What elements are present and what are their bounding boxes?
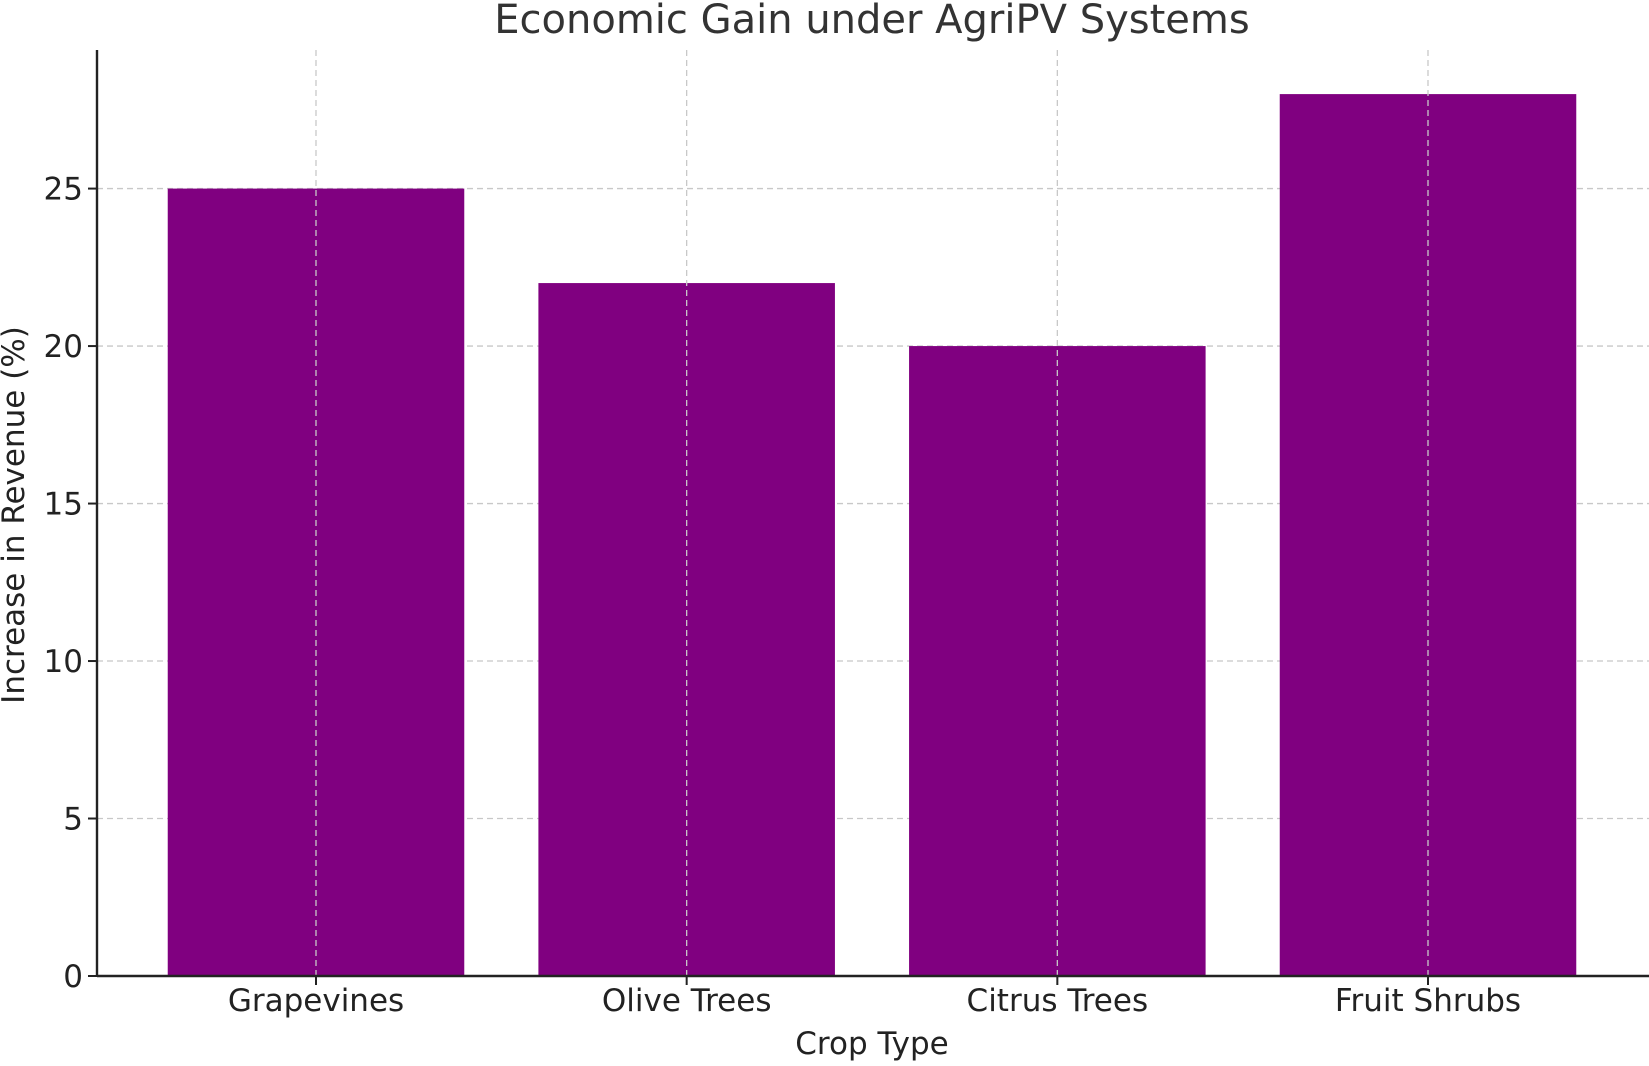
y-axis-label: Increase in Revenue (%)	[0, 326, 32, 704]
x-tick-label: Citrus Trees	[967, 983, 1149, 1019]
y-tick-label: 5	[63, 802, 83, 838]
y-tick-label: 15	[44, 487, 83, 523]
y-tick-label: 10	[44, 644, 83, 680]
x-tick-label: Olive Trees	[602, 983, 772, 1019]
axes-layer	[95, 50, 1649, 978]
x-tick-label: Grapevines	[228, 983, 404, 1019]
y-tick-label: 25	[44, 172, 83, 208]
x-tick-label: Fruit Shrubs	[1335, 983, 1521, 1019]
y-tick-label: 20	[44, 329, 83, 365]
ticks-layer: 0 5 10 15 20 25 Grapevines Olive Trees Citrus Tr…	[44, 172, 1522, 1019]
y-tick-label: 0	[63, 959, 83, 995]
chart-title: Economic Gain under AgriPV Systems	[494, 0, 1249, 43]
bars-layer	[167, 50, 1577, 977]
x-axis-label: Crop Type	[795, 1026, 948, 1062]
